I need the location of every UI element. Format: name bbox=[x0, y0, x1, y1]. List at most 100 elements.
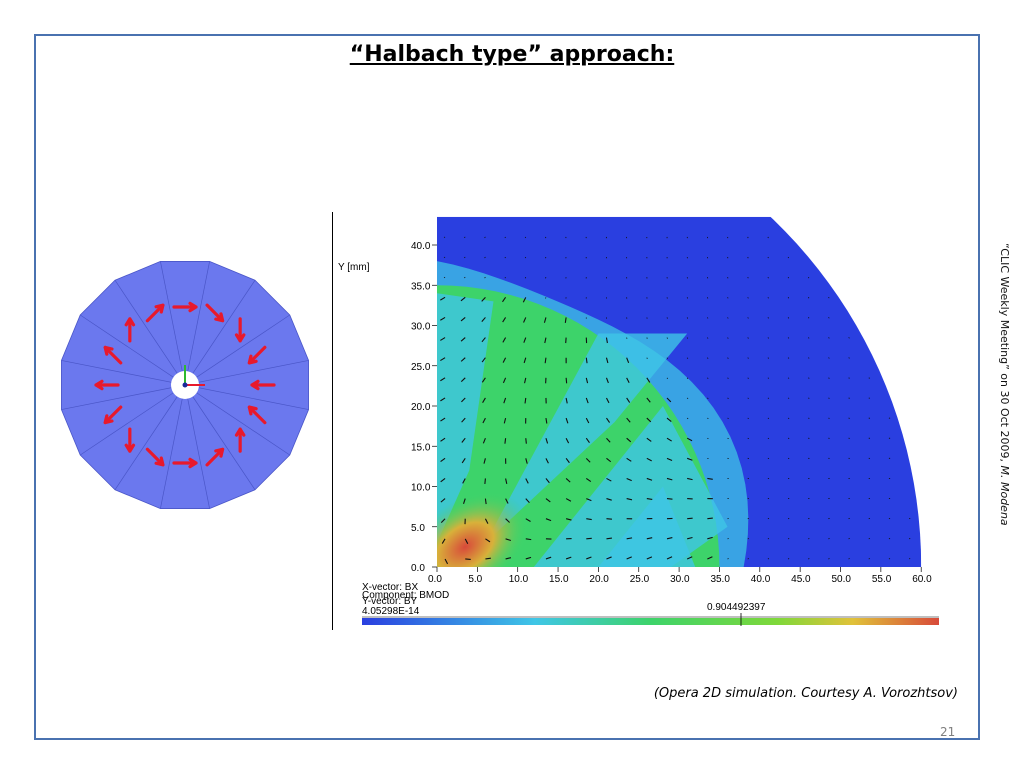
field-vector bbox=[707, 477, 713, 480]
field-vector bbox=[585, 377, 589, 384]
x-tick-label: 0.0 bbox=[428, 574, 442, 585]
field-vector bbox=[747, 317, 749, 319]
x-tick-label: 55.0 bbox=[872, 574, 892, 585]
segment-boundary bbox=[184, 314, 290, 386]
field-vector bbox=[545, 518, 552, 522]
y-tick-label: 25.0 bbox=[411, 362, 431, 373]
field-vector bbox=[565, 397, 568, 404]
field-vector bbox=[606, 417, 611, 423]
field-vector bbox=[525, 518, 531, 522]
field-vector bbox=[707, 417, 709, 420]
field-vector bbox=[460, 296, 466, 302]
y-tick-label: 40.0 bbox=[411, 241, 431, 252]
field-vector bbox=[440, 457, 446, 462]
field-vector bbox=[848, 357, 850, 359]
field-vector bbox=[666, 417, 672, 422]
field-vector bbox=[523, 357, 527, 364]
field-vector bbox=[787, 337, 790, 339]
field-vector bbox=[707, 556, 713, 560]
page-number: 21 bbox=[940, 725, 956, 739]
field-vector bbox=[848, 337, 850, 339]
field-vector bbox=[687, 536, 693, 540]
field-vector bbox=[464, 538, 469, 544]
field-vector bbox=[485, 538, 491, 543]
field-vector bbox=[504, 256, 506, 259]
field-vector bbox=[828, 317, 830, 319]
slide-frame bbox=[34, 34, 980, 740]
segment-boundary bbox=[184, 384, 290, 456]
field-vector bbox=[545, 417, 548, 424]
field-vector bbox=[543, 317, 547, 323]
field-vector bbox=[646, 556, 653, 560]
field-vector bbox=[502, 297, 507, 303]
field-vector bbox=[605, 377, 609, 384]
field-vector bbox=[484, 478, 486, 484]
field-vector bbox=[686, 377, 689, 379]
field-vector bbox=[606, 437, 611, 443]
field-region bbox=[437, 216, 922, 567]
field-vector bbox=[687, 477, 693, 481]
field-vector bbox=[484, 256, 486, 259]
field-vector bbox=[441, 538, 446, 544]
field-vector bbox=[460, 357, 466, 362]
field-vector bbox=[787, 357, 790, 359]
field-vector bbox=[666, 337, 668, 339]
field-vector bbox=[707, 536, 713, 540]
magnetization-arrow bbox=[247, 345, 267, 365]
field-vector bbox=[483, 458, 486, 464]
field-vector bbox=[524, 377, 527, 384]
field-vector bbox=[807, 317, 810, 319]
field-vector bbox=[908, 558, 911, 560]
field-vector bbox=[503, 417, 507, 424]
segment-boundary bbox=[184, 384, 256, 490]
field-vector bbox=[502, 317, 507, 323]
field-vector bbox=[585, 357, 588, 364]
field-vector bbox=[481, 377, 486, 383]
color-scale-bar bbox=[362, 618, 939, 625]
field-vector bbox=[666, 498, 673, 500]
field-vector bbox=[565, 498, 572, 502]
field-vector bbox=[605, 397, 610, 404]
side-note-author: M. Modena bbox=[998, 465, 1011, 526]
segment-boundary bbox=[184, 360, 309, 386]
segment-boundary bbox=[184, 384, 309, 410]
field-vector bbox=[464, 236, 466, 238]
field-vector bbox=[504, 276, 506, 279]
field-vector bbox=[461, 458, 466, 464]
field-vector bbox=[484, 518, 489, 524]
field-vector bbox=[706, 297, 709, 299]
magnetization-arrow bbox=[145, 447, 165, 467]
field-vector bbox=[626, 417, 631, 423]
field-vector bbox=[564, 317, 567, 323]
x-tick-label: 5.0 bbox=[468, 574, 482, 585]
field-vector bbox=[707, 357, 709, 359]
field-vector bbox=[686, 457, 693, 461]
magnetization-arrow bbox=[172, 457, 198, 469]
field-vector bbox=[565, 417, 569, 424]
field-vector bbox=[481, 317, 486, 322]
field-vector bbox=[747, 397, 749, 399]
magnetization-arrow bbox=[247, 405, 267, 425]
field-vector bbox=[464, 256, 466, 259]
magnetization-arrow bbox=[94, 379, 120, 391]
field-vector bbox=[565, 518, 572, 521]
field-vector bbox=[585, 437, 590, 444]
field-vector bbox=[502, 357, 507, 363]
field-vector bbox=[504, 236, 506, 239]
field-vector bbox=[626, 498, 633, 501]
field-vector bbox=[666, 397, 672, 403]
field-vector bbox=[484, 276, 486, 279]
field-vector bbox=[767, 377, 770, 379]
field-vector bbox=[828, 337, 830, 339]
field-vector bbox=[525, 458, 528, 464]
field-map-plot: 0.0 5.0 10.0 15.0 20.0 25.0 30.0 35.0 40.0 0.0 5.0… bbox=[338, 216, 939, 626]
field-vector bbox=[545, 438, 549, 444]
field-vector bbox=[606, 477, 612, 482]
magnetization-arrow bbox=[250, 379, 276, 391]
field-vector bbox=[586, 518, 592, 521]
field-vector bbox=[464, 276, 466, 279]
field-vector bbox=[626, 377, 630, 383]
field-vector bbox=[646, 477, 653, 481]
field-vector bbox=[646, 357, 648, 359]
segment-boundary bbox=[184, 261, 210, 386]
